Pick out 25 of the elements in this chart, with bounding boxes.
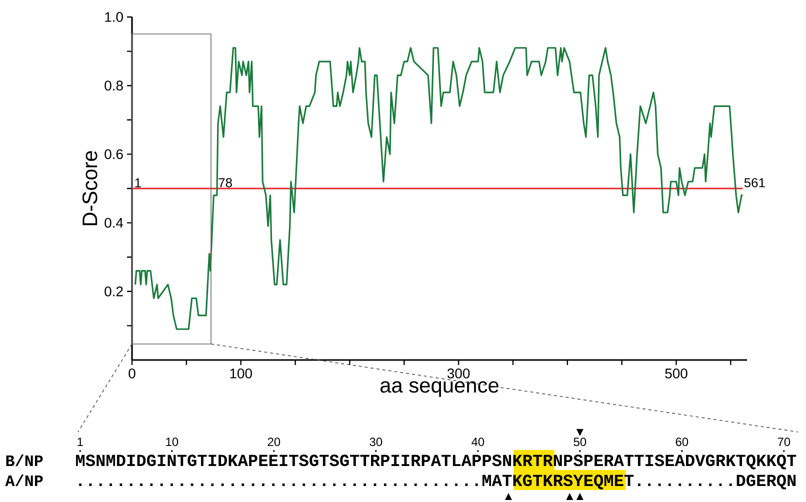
y-tick-label: 0.8 [104,80,123,91]
y-axis-title: D-Score [82,151,98,226]
text: 30 [370,438,382,446]
x-tick-label: 100 [230,368,252,378]
text: 70 [778,438,790,446]
text: B/NP [6,454,43,466]
y-tick-label: 0.6 [104,149,123,160]
text: 20 [268,438,280,446]
text: 60 [676,438,688,446]
x-tick-label: 500 [665,368,688,378]
x-tick-label: 300 [447,368,470,378]
y-tick-label: 1.0 [105,12,123,22]
text: 50 [574,438,586,446]
y-tick-label: 0.2 [104,286,123,296]
line-series [134,47,744,330]
annotation: 78 [218,178,232,188]
text: 40 [472,438,484,446]
text: A/NP [5,474,43,486]
y-tick-label: 0.4 [104,218,124,228]
text: 10 [166,438,178,446]
x-tick-label: 0 [128,368,136,378]
annotation: 561 [744,178,765,188]
x-axis-title: aa sequence [380,381,498,397]
text: 1 [78,438,83,446]
annotation: 1 [135,178,141,188]
